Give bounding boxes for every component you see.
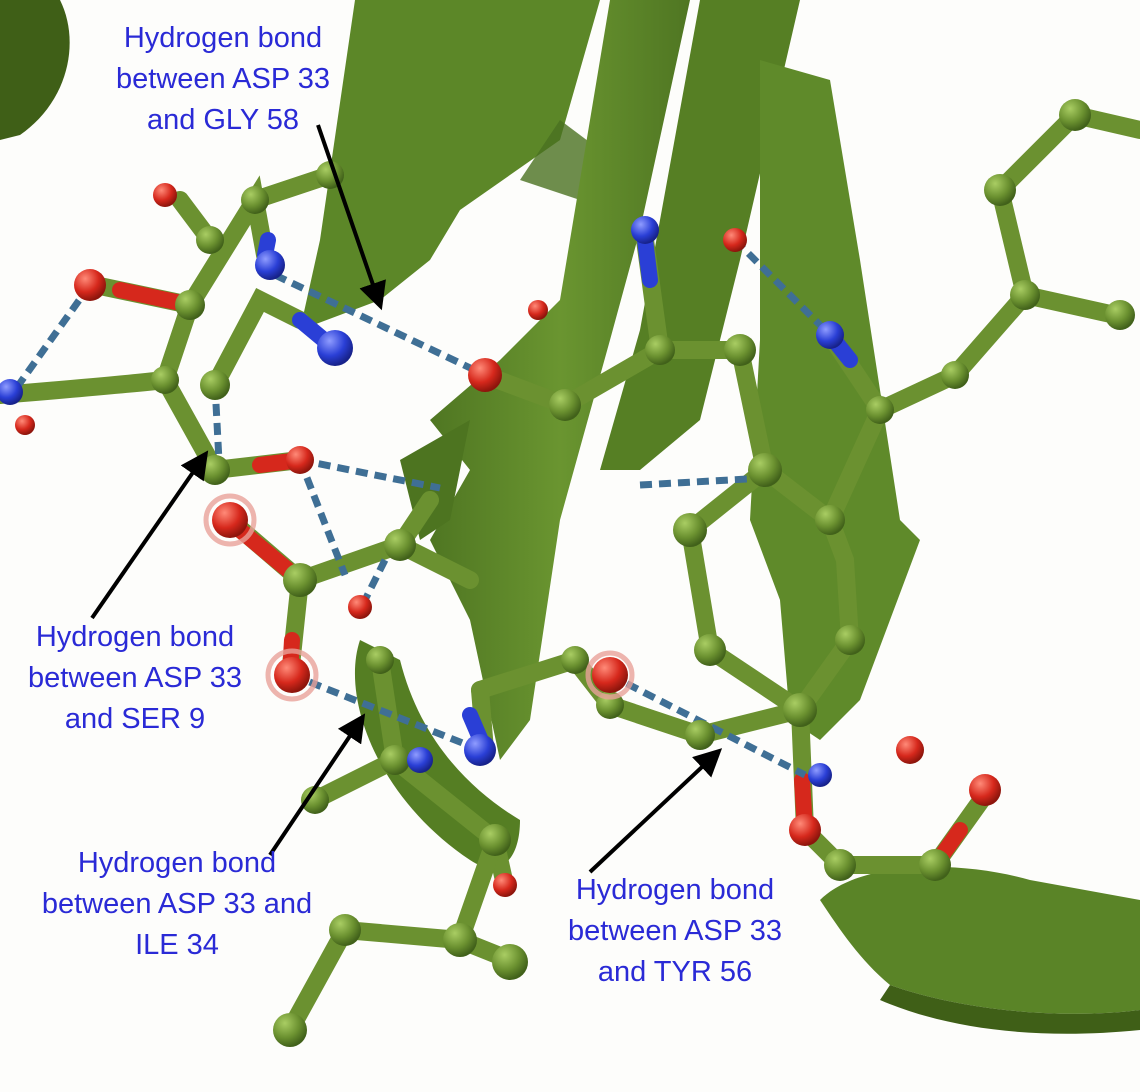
atoms	[0, 99, 1135, 1047]
annotation-line: between ASP 33	[28, 662, 242, 694]
annotation-line: Hydrogen bond	[123, 22, 323, 54]
annotation-line: and GLY 58	[146, 104, 300, 136]
annotation-arrows	[90, 124, 723, 874]
annotation-line: between ASP 33 and	[41, 888, 313, 920]
annotation-line: ILE 34	[135, 929, 219, 961]
annotation-line: Hydrogen bond	[575, 874, 775, 906]
annotation-gly58: Hydrogen bond between ASP 33 and GLY 58	[88, 18, 358, 141]
annotation-line: between ASP 33	[116, 63, 330, 95]
annotation-line: and TYR 56	[597, 956, 753, 988]
annotation-tyr56: Hydrogen bond between ASP 33 and TYR 56	[540, 870, 810, 993]
annotation-line: Hydrogen bond	[35, 621, 235, 653]
annotation-ser9: Hydrogen bond between ASP 33 and SER 9	[0, 617, 270, 740]
annotation-ile34: Hydrogen bond between ASP 33 and ILE 34	[12, 843, 342, 966]
protein-ribbon	[0, 0, 1140, 1034]
annotation-line: and SER 9	[64, 703, 206, 735]
annotation-line: Hydrogen bond	[77, 847, 277, 879]
hydrogen-bonds	[12, 237, 833, 779]
annotation-line: between ASP 33	[568, 915, 782, 947]
